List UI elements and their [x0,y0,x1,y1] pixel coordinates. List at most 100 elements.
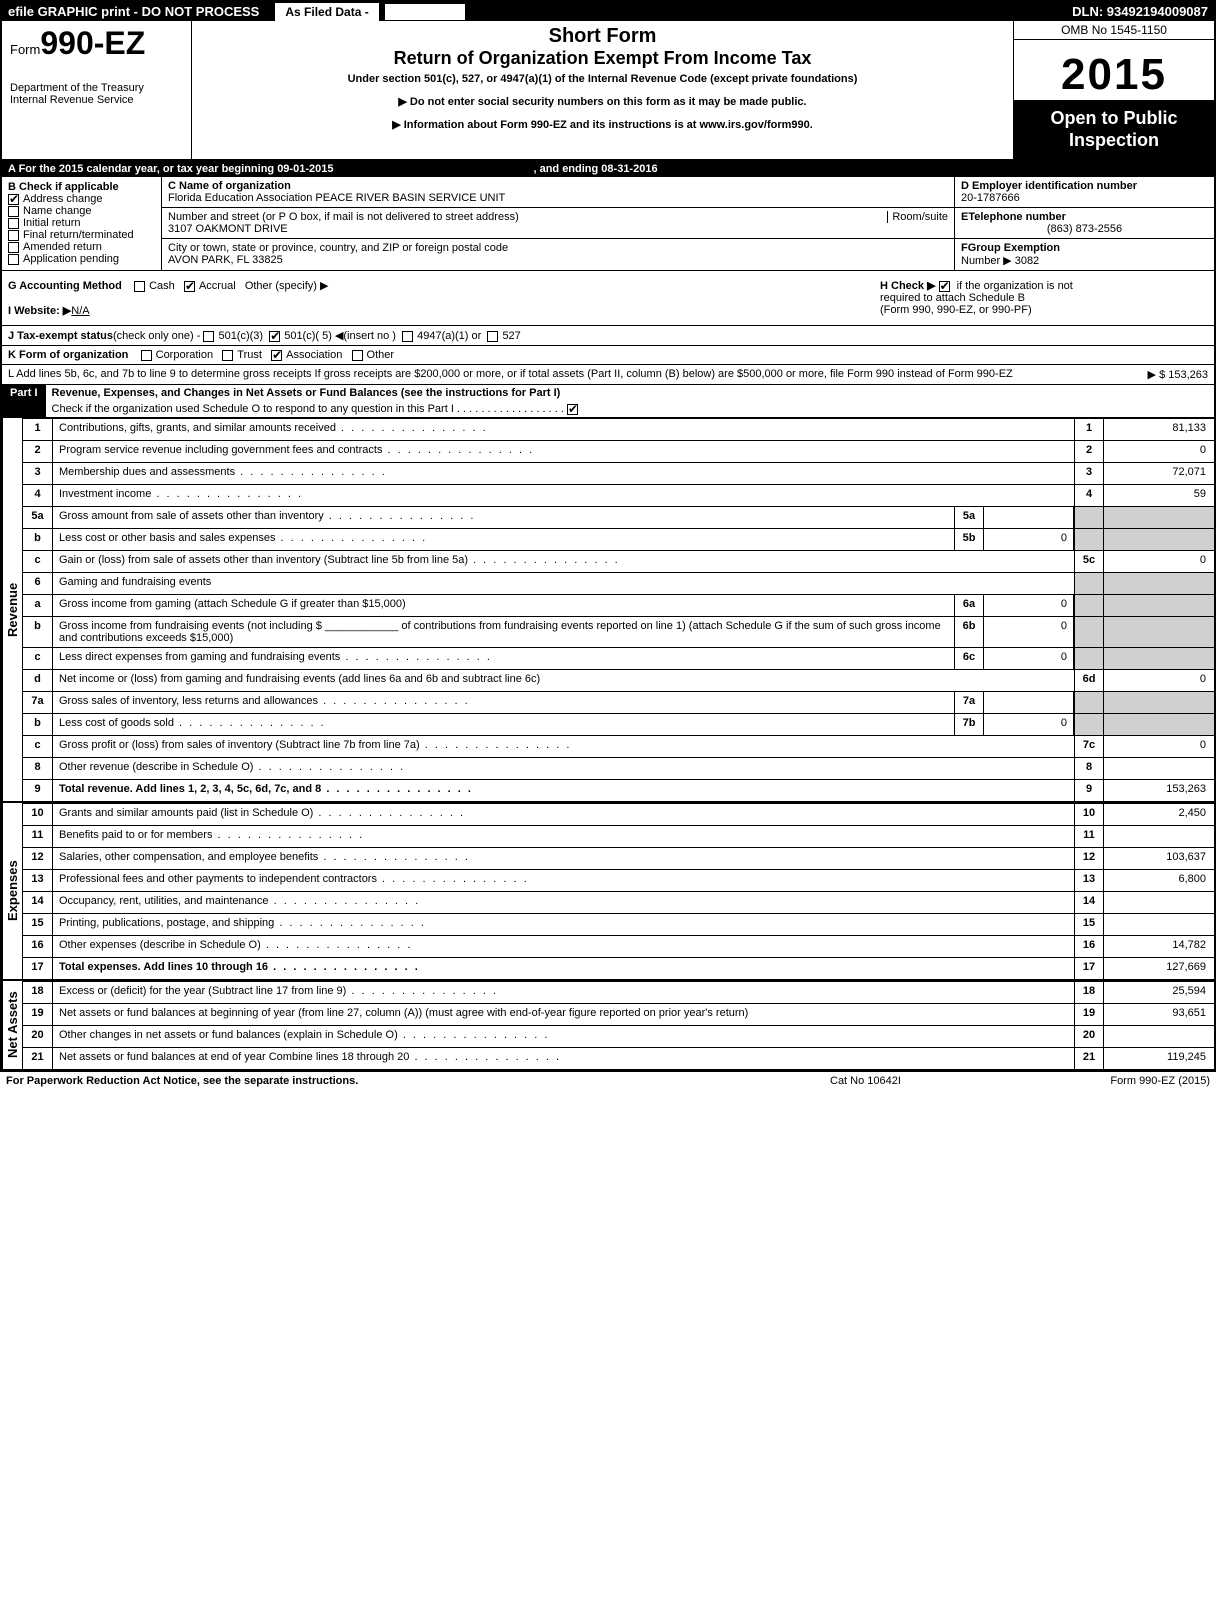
v-21: 119,245 [1104,1048,1214,1069]
b-init: Initial return [23,217,80,229]
n-13: 13 [23,870,53,891]
ref-7b-g [1074,714,1104,735]
v-10: 2,450 [1104,804,1214,825]
chk-501c3[interactable] [203,331,214,342]
f-label: FGroup Exemption [961,242,1208,254]
b-addr: Address change [23,193,103,205]
chk-sched-o[interactable] [567,404,578,415]
chk-address[interactable] [8,194,19,205]
footer-right: Form 990-EZ (2015) [1030,1075,1210,1087]
n-7c: c [23,736,53,757]
part-1-title: Revenue, Expenses, and Changes in Net As… [46,385,1214,401]
n-7a: 7a [23,692,53,713]
ref-13: 13 [1074,870,1104,891]
j-o4: 527 [502,330,520,342]
chk-corp[interactable] [141,350,152,361]
expenses-section: Expenses 10Grants and similar amounts pa… [2,801,1214,979]
v-5c: 0 [1104,551,1214,572]
n-15: 15 [23,914,53,935]
part-1-header: Part I Revenue, Expenses, and Changes in… [2,385,1214,418]
side-netassets: Net Assets [2,981,22,1069]
k-label: K Form of organization [8,349,128,361]
chk-501c[interactable] [269,331,280,342]
ref-3: 3 [1074,463,1104,484]
n-5b: b [23,529,53,550]
j-label: J Tax-exempt status [8,330,113,342]
ein-value: 20-1787666 [961,192,1208,204]
i-label: I Website: ▶ [8,305,71,317]
n-5a: 5a [23,507,53,528]
d-18: Excess or (deficit) for the year (Subtra… [53,982,1074,1003]
ref-7c: 7c [1074,736,1104,757]
chk-cash[interactable] [134,281,145,292]
dept-treasury: Department of the Treasury [10,62,183,94]
n-6d: d [23,670,53,691]
ref-6b-g [1074,617,1104,647]
section-c: C Name of organization Florida Education… [162,177,954,270]
chk-4947[interactable] [402,331,413,342]
form-prefix: Form [10,42,40,57]
v-17: 127,669 [1104,958,1214,979]
d-9: Total revenue. Add lines 1, 2, 3, 4, 5c,… [53,780,1074,801]
n-11: 11 [23,826,53,847]
street-value: 3107 OAKMONT DRIVE [168,223,948,235]
d-4: Investment income [53,485,1074,506]
chk-trust[interactable] [222,350,233,361]
line-a: A For the 2015 calendar year, or tax yea… [2,161,1214,177]
ref-10: 10 [1074,804,1104,825]
d-10: Grants and similar amounts paid (list in… [53,804,1074,825]
ref-15: 15 [1074,914,1104,935]
v-8 [1104,758,1214,779]
v-14 [1104,892,1214,913]
top-bar: efile GRAPHIC print - DO NOT PROCESS As … [2,2,1214,21]
chk-accrual[interactable] [184,281,195,292]
line-l: L Add lines 5b, 6c, and 7b to line 9 to … [2,365,1214,385]
n-6b: b [23,617,53,647]
dept-irs: Internal Revenue Service [10,94,183,106]
b-final: Final return/terminated [23,229,134,241]
h-text2: required to attach Schedule B [880,292,1025,304]
chk-sched-b[interactable] [939,281,950,292]
d-6a: Gross income from gaming (attach Schedul… [53,595,954,616]
sv-5a [984,507,1074,528]
ref-12: 12 [1074,848,1104,869]
page-footer: For Paperwork Reduction Act Notice, see … [0,1071,1216,1090]
ref-4: 4 [1074,485,1104,506]
part-1-sub: Check if the organization used Schedule … [52,403,454,415]
sn-6c: 6c [954,648,984,669]
chk-app[interactable] [8,254,19,265]
j-o1: 501(c)(3) [218,330,263,342]
chk-initial[interactable] [8,218,19,229]
sv-7b: 0 [984,714,1074,735]
d-6d: Net income or (loss) from gaming and fun… [53,670,1074,691]
n-8: 8 [23,758,53,779]
dln-label: DLN: 93492194009087 [1066,2,1214,21]
open-public-2: Inspection [1018,130,1210,152]
bullet-info: Information about Form 990-EZ and its in… [202,118,1003,131]
sn-6b: 6b [954,617,984,647]
line-k: K Form of organization Corporation Trust… [2,346,1214,365]
return-title: Return of Organization Exempt From Incom… [202,48,1003,69]
d-20: Other changes in net assets or fund bala… [53,1026,1074,1047]
line-a-begin: A For the 2015 calendar year, or tax yea… [8,163,333,175]
d-7a: Gross sales of inventory, less returns a… [53,692,954,713]
n-17: 17 [23,958,53,979]
n-7b: b [23,714,53,735]
chk-name[interactable] [8,206,19,217]
v-7b-g [1104,714,1214,735]
chk-assoc[interactable] [271,350,282,361]
d-1: Contributions, gifts, grants, and simila… [53,419,1074,440]
line-a-end: , and ending 08-31-2016 [533,163,657,175]
chk-final[interactable] [8,230,19,241]
city-value: AVON PARK, FL 33825 [168,254,948,266]
n-6c: c [23,648,53,669]
d-14: Occupancy, rent, utilities, and maintena… [53,892,1074,913]
v-5b-g [1104,529,1214,550]
under-section: Under section 501(c), 527, or 4947(a)(1)… [202,73,1003,85]
chk-527[interactable] [487,331,498,342]
d-6b: Gross income from fundraising events (no… [53,617,954,647]
chk-amended[interactable] [8,242,19,253]
form-990ez: efile GRAPHIC print - DO NOT PROCESS As … [0,0,1216,1071]
chk-other-org[interactable] [352,350,363,361]
ref-5b-g [1074,529,1104,550]
